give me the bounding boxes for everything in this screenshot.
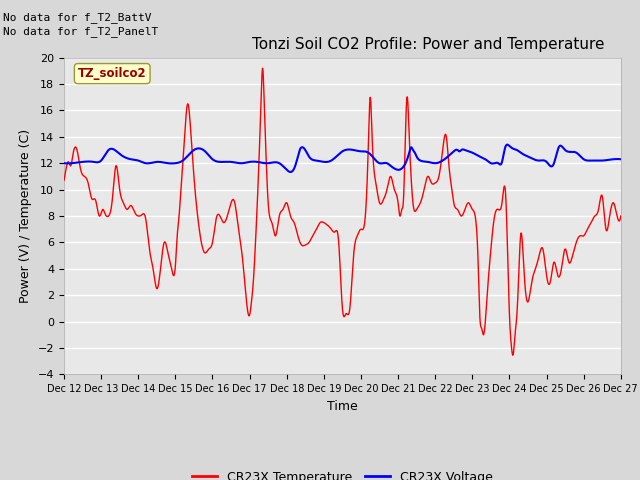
X-axis label: Time: Time bbox=[327, 400, 358, 413]
Y-axis label: Power (V) / Temperature (C): Power (V) / Temperature (C) bbox=[19, 129, 32, 303]
Text: No data for f_T2_BattV: No data for f_T2_BattV bbox=[3, 12, 152, 23]
Text: No data for f_T2_PanelT: No data for f_T2_PanelT bbox=[3, 26, 159, 37]
Text: TZ_soilco2: TZ_soilco2 bbox=[78, 67, 147, 80]
Legend: CR23X Temperature, CR23X Voltage: CR23X Temperature, CR23X Voltage bbox=[187, 466, 498, 480]
Text: Tonzi Soil CO2 Profile: Power and Temperature: Tonzi Soil CO2 Profile: Power and Temper… bbox=[252, 37, 604, 52]
